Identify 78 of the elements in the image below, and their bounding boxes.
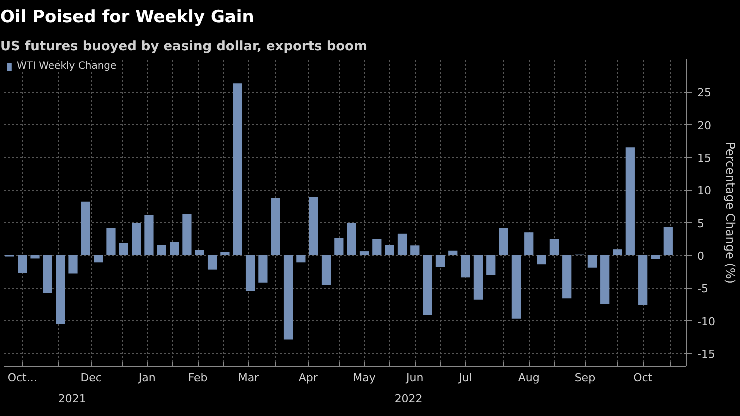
text: 2022	[394, 392, 423, 406]
bar	[600, 255, 610, 304]
bar	[486, 255, 496, 276]
bar	[448, 250, 458, 256]
bar	[119, 243, 128, 256]
text: 2021	[58, 392, 86, 406]
bar	[613, 250, 622, 256]
y-tick-label: 5	[698, 217, 704, 230]
bar	[56, 255, 66, 324]
bar	[271, 198, 280, 256]
bar	[296, 255, 306, 263]
bar	[132, 223, 142, 256]
bar	[208, 255, 218, 270]
bar	[347, 223, 356, 256]
x-tick-label: Oct	[634, 372, 654, 384]
y-tick-label: 25	[698, 86, 712, 100]
x-tick-label: Dec	[80, 372, 102, 384]
bar	[246, 255, 256, 292]
bar	[474, 255, 484, 300]
chart-title: Oil Poised for Weekly Gain	[0, 8, 254, 28]
x-tick-label: Jul	[458, 372, 472, 384]
y-tick-label: 10	[698, 184, 712, 198]
bar	[423, 255, 432, 316]
bar	[233, 84, 242, 256]
bar	[372, 239, 382, 256]
bar	[562, 255, 572, 299]
bar	[626, 148, 635, 256]
x-tick-label: Aug	[518, 372, 540, 384]
bar	[334, 238, 344, 256]
bar	[68, 255, 78, 274]
legend-label: WTI Weekly Change	[17, 61, 117, 72]
bar	[410, 246, 420, 256]
bar	[258, 255, 268, 283]
bar	[322, 255, 332, 286]
bar	[94, 255, 104, 263]
y-axis-title: Percentage Change (%)	[723, 142, 738, 284]
bar	[588, 255, 597, 268]
bar	[360, 252, 370, 256]
x-tick-label: Apr	[298, 372, 318, 384]
bar	[18, 255, 28, 274]
y-tick-label: 15	[698, 152, 712, 165]
bar	[512, 255, 522, 319]
bar	[638, 255, 648, 306]
bar	[157, 245, 166, 256]
bar	[461, 255, 470, 278]
bar	[43, 255, 52, 294]
x-tick-label: Jun	[406, 372, 424, 384]
bar	[664, 227, 673, 256]
y-tick-label: -5	[698, 282, 708, 296]
x-tick-label: May	[353, 372, 376, 384]
bar	[106, 228, 116, 256]
bar	[385, 245, 394, 256]
bar	[651, 255, 660, 260]
bar	[81, 202, 90, 256]
bar	[284, 255, 294, 340]
bar	[436, 255, 446, 268]
bar	[220, 252, 230, 256]
x-tick-label: Jan	[138, 372, 156, 384]
bar	[195, 250, 204, 256]
bar	[537, 255, 546, 265]
bar	[30, 255, 40, 259]
y-tick-label: -10	[698, 315, 716, 328]
y-tick-label: 0	[698, 250, 704, 263]
bar	[398, 234, 408, 256]
x-tick-label: Mar	[238, 372, 260, 384]
bar	[170, 242, 180, 256]
x-tick-label: Feb	[188, 372, 208, 384]
bar	[524, 232, 534, 256]
y-tick-label: -15	[698, 348, 716, 361]
y-tick-label: 20	[698, 119, 712, 132]
x-tick-label: Sep	[574, 372, 596, 384]
bar	[499, 228, 508, 256]
bar	[309, 197, 318, 256]
bar	[144, 214, 154, 256]
chart-subtitle: US futures buoyed by easing dollar, exports boom	[0, 40, 368, 54]
bar	[550, 239, 559, 256]
x-tick-label: Oct...	[8, 372, 38, 384]
bar	[182, 214, 192, 256]
